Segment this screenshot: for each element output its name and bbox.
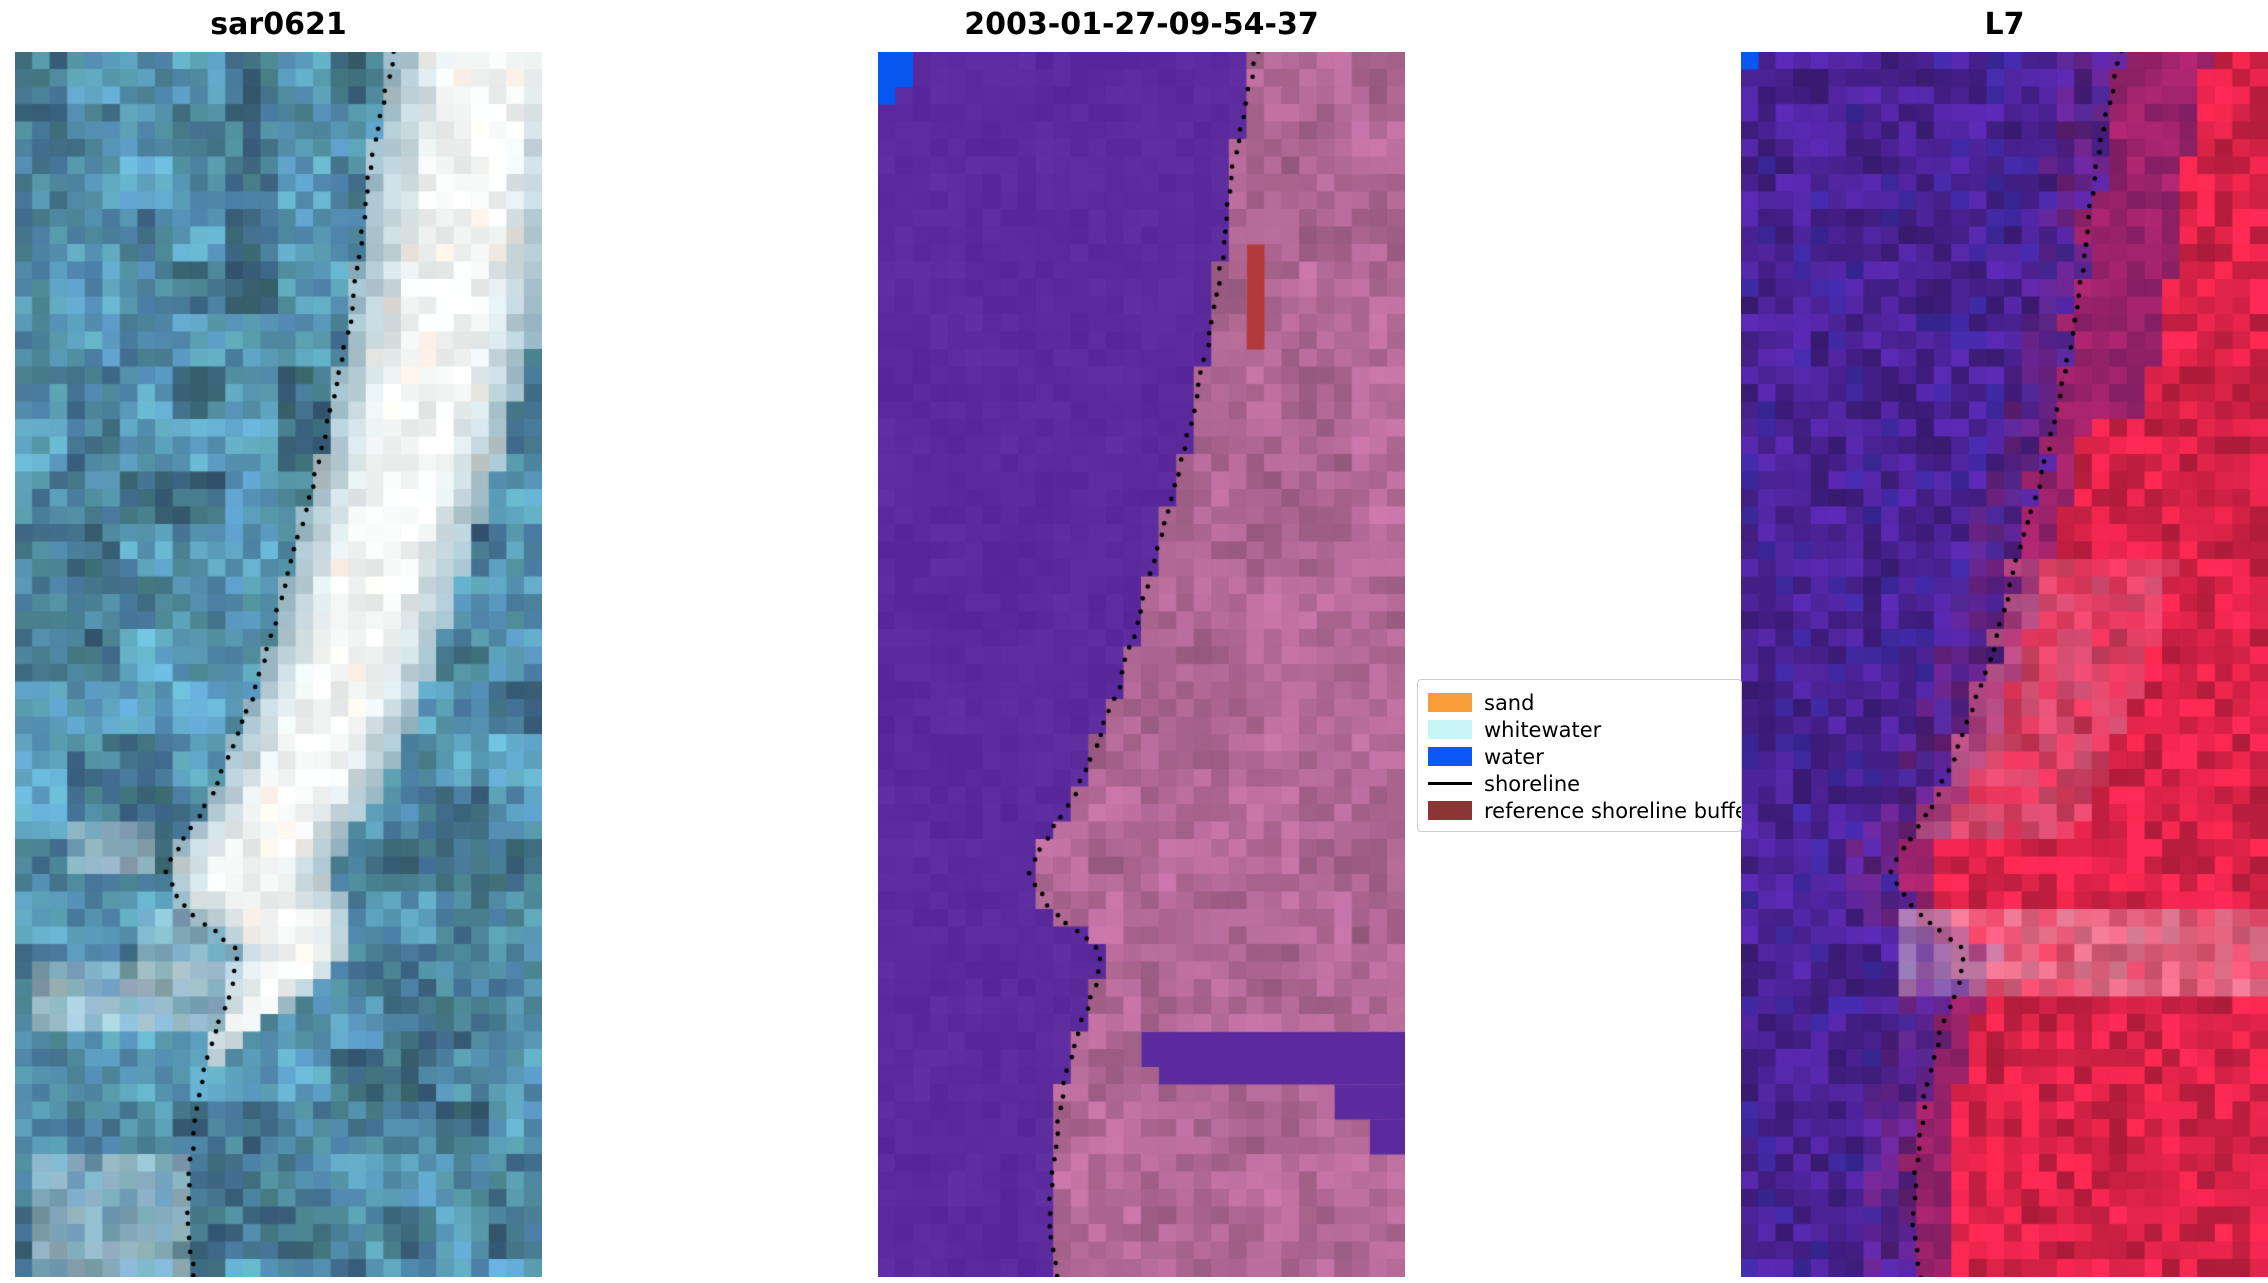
legend-label: water [1484,744,1544,769]
legend-entry-reference-shoreline-buffer: reference shoreline buffer [1428,797,1741,824]
panel-title-classification: 2003-01-27-09-54-37 [964,7,1319,42]
sand-swatch [1428,693,1472,712]
sar-panel-image [15,52,542,1277]
legend-label: shoreline [1484,771,1581,796]
panel-title-l7: L7 [1984,7,2025,42]
legend-entry-sand: sand [1428,689,1731,716]
whitewater-swatch [1428,720,1472,739]
classification-panel-image [878,52,1405,1277]
legend-label: reference shoreline buffer [1484,798,1742,823]
legend-entry-whitewater: whitewater [1428,716,1731,743]
shoreline-line-swatch [1428,782,1472,785]
legend-entry-shoreline: shoreline [1428,770,1731,797]
legend-label: sand [1484,690,1535,715]
legend-entry-water: water [1428,743,1731,770]
legend-label: whitewater [1484,717,1602,742]
water-swatch [1428,747,1472,766]
panel-title-sar: sar0621 [210,7,347,42]
legend: sand whitewater water shoreline referenc… [1417,679,1742,832]
l7-panel-image [1741,52,2268,1277]
reference-shoreline-buffer-swatch [1428,801,1472,820]
